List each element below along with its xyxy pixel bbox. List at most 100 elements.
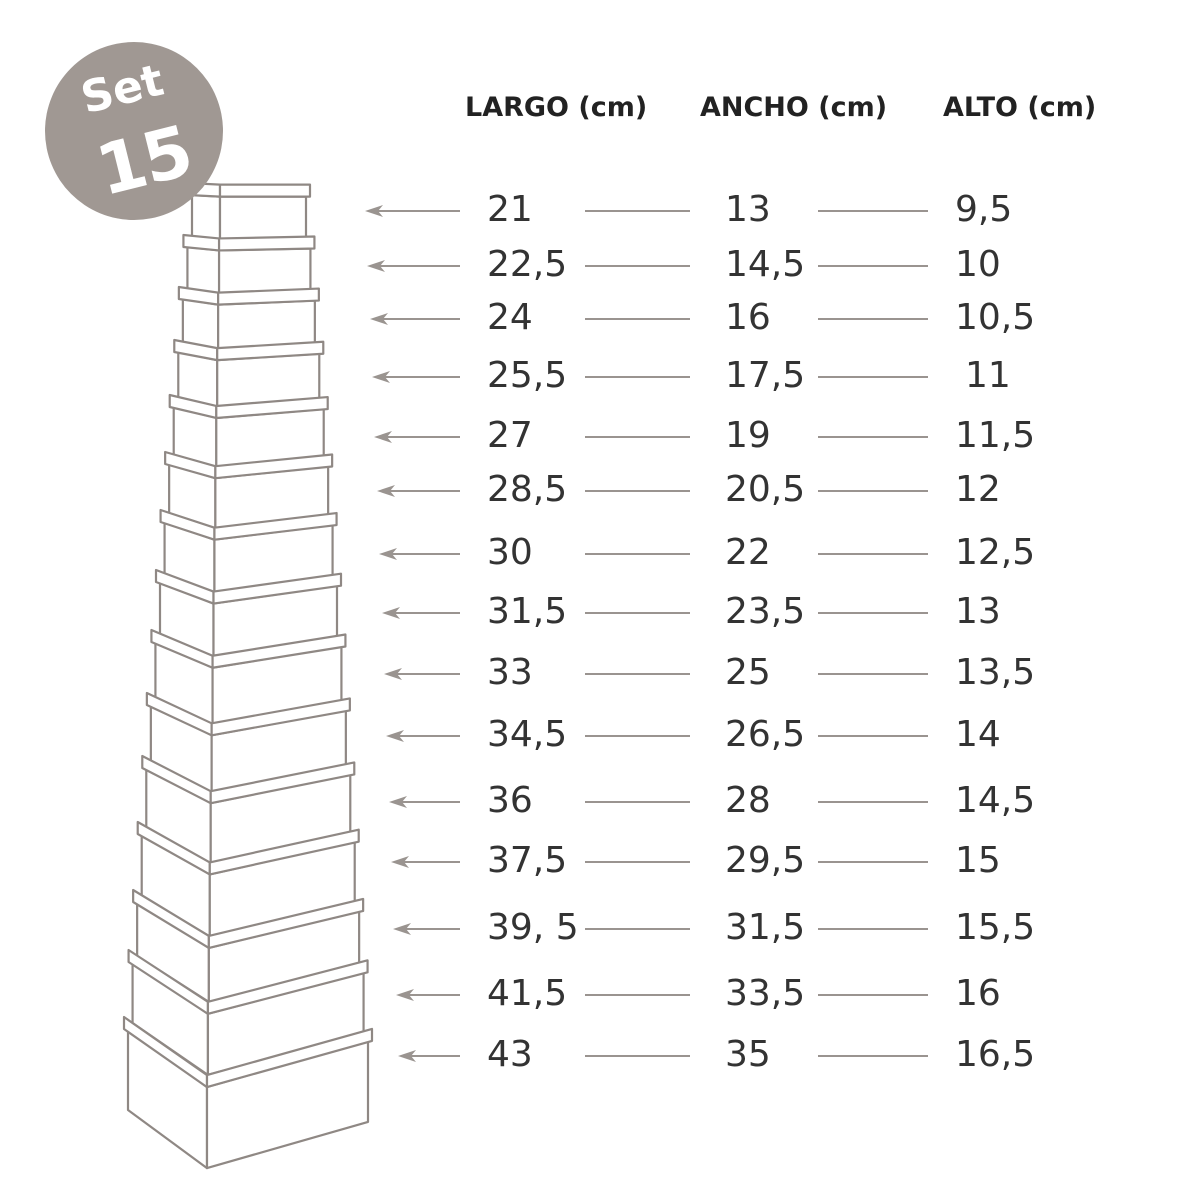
divider-line bbox=[818, 553, 928, 555]
badge-label: Set bbox=[76, 54, 169, 125]
alto-value: 12,5 bbox=[955, 532, 1036, 573]
ancho-value: 35 bbox=[725, 1034, 771, 1075]
alto-value: 14 bbox=[955, 714, 1001, 755]
ancho-value: 26,5 bbox=[725, 714, 806, 755]
arrow-left-icon bbox=[370, 313, 460, 325]
divider-line bbox=[818, 490, 928, 492]
dimension-row: 43 35 16,5 bbox=[0, 1035, 1200, 1075]
divider-line bbox=[585, 1055, 690, 1057]
ancho-value: 33,5 bbox=[725, 973, 806, 1014]
largo-value: 39, 5 bbox=[487, 907, 579, 948]
ancho-value: 16 bbox=[725, 297, 771, 338]
divider-line bbox=[585, 612, 690, 614]
box-14 bbox=[127, 948, 369, 1076]
divider-line bbox=[585, 436, 690, 438]
arrow-left-icon bbox=[391, 856, 460, 868]
ancho-value: 25 bbox=[725, 652, 771, 693]
divider-line bbox=[818, 994, 928, 996]
alto-value: 11,5 bbox=[955, 415, 1036, 456]
box-8 bbox=[154, 568, 343, 659]
divider-line bbox=[585, 801, 690, 803]
alto-value: 16,5 bbox=[955, 1034, 1036, 1075]
dimension-row: 28,5 20,5 12 bbox=[0, 470, 1200, 510]
divider-line bbox=[585, 673, 690, 675]
arrow-left-icon bbox=[382, 607, 460, 619]
divider-line bbox=[585, 318, 690, 320]
alto-value: 9,5 bbox=[955, 189, 1013, 230]
arrow-left-icon bbox=[367, 260, 460, 272]
largo-value: 37,5 bbox=[487, 840, 568, 881]
arrow-left-icon bbox=[389, 796, 460, 808]
alto-value: 12 bbox=[955, 469, 1001, 510]
dimension-row: 41,5 33,5 16 bbox=[0, 974, 1200, 1014]
divider-line bbox=[585, 928, 690, 930]
set-badge: Set 15 bbox=[45, 42, 223, 220]
divider-line bbox=[818, 210, 928, 212]
alto-value: 15,5 bbox=[955, 907, 1036, 948]
divider-line bbox=[818, 612, 928, 614]
arrow-left-icon bbox=[377, 485, 460, 497]
box-13 bbox=[132, 888, 365, 1004]
divider-line bbox=[818, 801, 928, 803]
divider-line bbox=[818, 673, 928, 675]
dimension-row: 21 13 9,5 bbox=[0, 190, 1200, 230]
dimension-row: 30 22 12,5 bbox=[0, 533, 1200, 573]
largo-value: 31,5 bbox=[487, 591, 568, 632]
header-alto: ALTO (cm) bbox=[943, 92, 1097, 123]
dimension-row: 22,5 14,5 10 bbox=[0, 245, 1200, 285]
arrow-left-icon bbox=[386, 730, 460, 742]
box-7 bbox=[159, 508, 338, 595]
alto-value: 13,5 bbox=[955, 652, 1036, 693]
divider-line bbox=[585, 861, 690, 863]
largo-value: 33 bbox=[487, 652, 533, 693]
dimension-row: 34,5 26,5 14 bbox=[0, 715, 1200, 755]
ancho-value: 23,5 bbox=[725, 591, 806, 632]
divider-line bbox=[585, 994, 690, 996]
header-ancho: ANCHO (cm) bbox=[700, 92, 888, 123]
divider-line bbox=[585, 376, 690, 378]
ancho-value: 13 bbox=[725, 189, 771, 230]
box-10 bbox=[145, 691, 351, 794]
dimension-row: 31,5 23,5 13 bbox=[0, 592, 1200, 632]
largo-value: 21 bbox=[487, 189, 533, 230]
dimension-row: 39, 5 31,5 15,5 bbox=[0, 908, 1200, 948]
divider-line bbox=[818, 928, 928, 930]
box-2 bbox=[182, 233, 316, 298]
arrow-left-icon bbox=[384, 668, 460, 680]
dimension-row: 25,5 17,5 11 bbox=[0, 356, 1200, 396]
divider-line bbox=[585, 490, 690, 492]
arrow-left-icon bbox=[379, 548, 460, 560]
ancho-value: 19 bbox=[725, 415, 771, 456]
arrow-left-icon bbox=[393, 923, 460, 935]
divider-line bbox=[818, 861, 928, 863]
box-15 bbox=[122, 1015, 374, 1170]
alto-value: 16 bbox=[955, 973, 1001, 1014]
largo-value: 43 bbox=[487, 1034, 533, 1075]
alto-value: 13 bbox=[955, 591, 1001, 632]
alto-value: 10,5 bbox=[955, 297, 1036, 338]
largo-value: 34,5 bbox=[487, 714, 568, 755]
divider-line bbox=[585, 210, 690, 212]
box-4 bbox=[173, 338, 325, 411]
largo-value: 27 bbox=[487, 415, 533, 456]
box-5 bbox=[168, 393, 329, 471]
box-6 bbox=[164, 450, 334, 532]
dimension-row: 24 16 10,5 bbox=[0, 298, 1200, 338]
largo-value: 41,5 bbox=[487, 973, 568, 1014]
ancho-value: 17,5 bbox=[725, 355, 806, 396]
divider-line bbox=[818, 376, 928, 378]
ancho-value: 14,5 bbox=[725, 244, 806, 285]
alto-value: 15 bbox=[955, 840, 1001, 881]
arrow-left-icon bbox=[398, 1050, 460, 1062]
alto-value: 14,5 bbox=[955, 780, 1036, 821]
arrow-left-icon bbox=[365, 205, 460, 217]
alto-value: 10 bbox=[955, 244, 1001, 285]
largo-value: 22,5 bbox=[487, 244, 568, 285]
dimension-row: 33 25 13,5 bbox=[0, 653, 1200, 693]
divider-line bbox=[818, 735, 928, 737]
divider-line bbox=[585, 265, 690, 267]
header-largo: LARGO (cm) bbox=[465, 92, 648, 123]
arrow-left-icon bbox=[374, 431, 460, 443]
dimension-row: 36 28 14,5 bbox=[0, 781, 1200, 821]
arrow-left-icon bbox=[396, 989, 460, 1001]
